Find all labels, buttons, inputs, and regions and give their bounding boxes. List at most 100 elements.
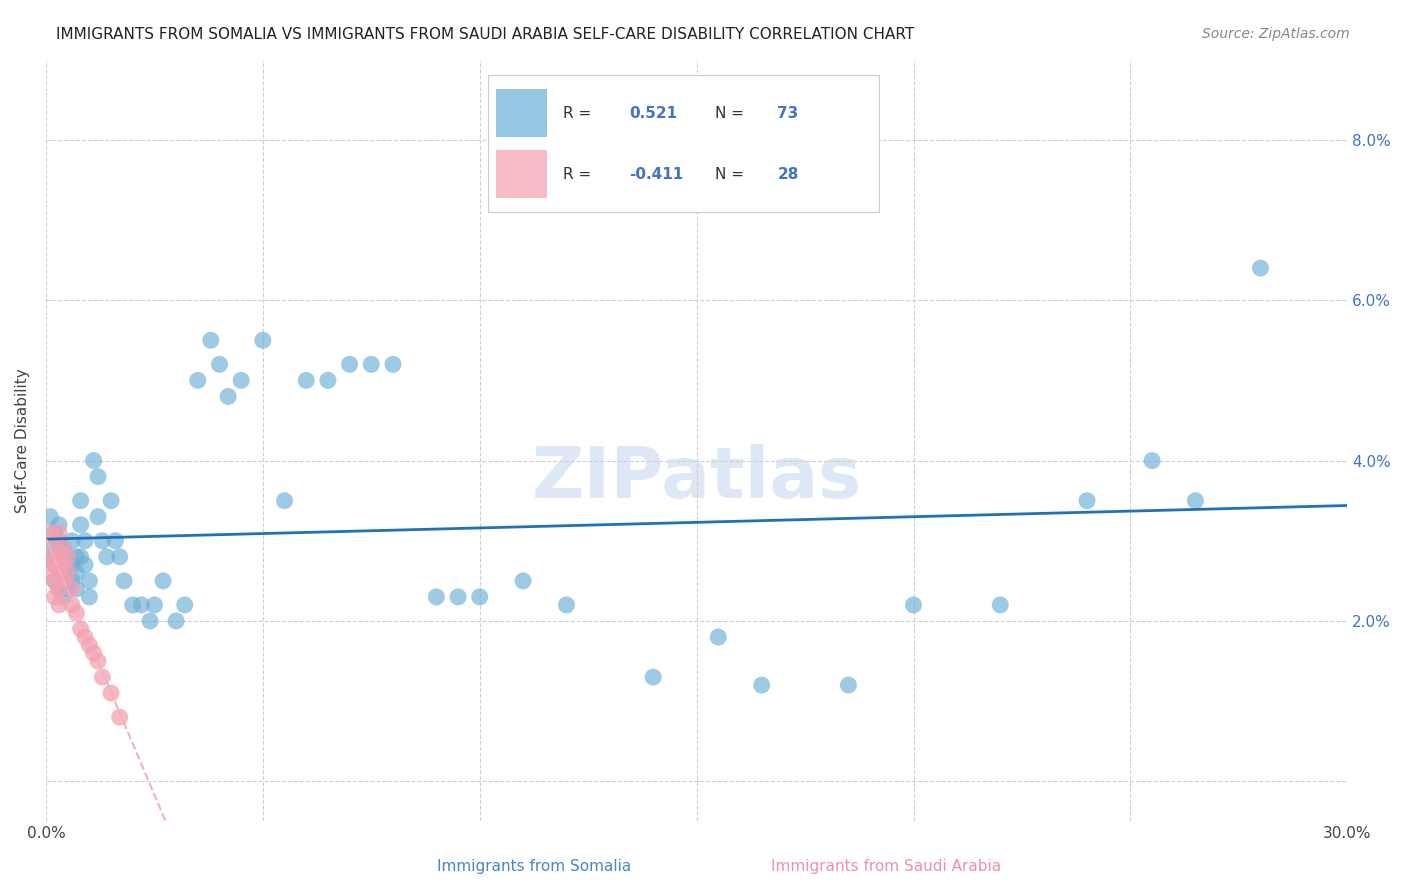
Point xyxy=(447,590,470,604)
Text: Immigrants from Saudi Arabia: Immigrants from Saudi Arabia xyxy=(770,859,1001,874)
Point xyxy=(339,357,361,371)
Point xyxy=(751,678,773,692)
Text: Immigrants from Somalia: Immigrants from Somalia xyxy=(437,859,631,874)
Point xyxy=(91,670,114,684)
Point xyxy=(295,373,318,387)
Point xyxy=(512,574,534,588)
Point xyxy=(69,517,91,532)
Point xyxy=(1140,453,1163,467)
Point xyxy=(112,574,135,588)
Point xyxy=(39,541,62,556)
Point xyxy=(44,533,66,548)
Point xyxy=(44,525,66,540)
Point xyxy=(65,606,87,620)
Point xyxy=(52,541,75,556)
Point xyxy=(79,590,101,604)
Point xyxy=(60,533,83,548)
Point xyxy=(60,582,83,596)
Point xyxy=(48,582,70,596)
Point xyxy=(56,566,79,580)
Point xyxy=(231,373,253,387)
Point xyxy=(83,646,105,660)
Point xyxy=(52,558,75,572)
Point xyxy=(73,533,96,548)
Text: Source: ZipAtlas.com: Source: ZipAtlas.com xyxy=(1202,27,1350,41)
Point xyxy=(1184,493,1206,508)
Point xyxy=(56,549,79,564)
Point xyxy=(69,622,91,636)
Point xyxy=(273,493,295,508)
Point xyxy=(44,549,66,564)
Point xyxy=(73,558,96,572)
Point xyxy=(555,598,578,612)
Point xyxy=(108,710,131,724)
Point xyxy=(52,558,75,572)
Point xyxy=(65,566,87,580)
Point xyxy=(48,533,70,548)
Point xyxy=(252,333,274,347)
Point xyxy=(91,533,114,548)
Point xyxy=(44,574,66,588)
Point xyxy=(39,566,62,580)
Point xyxy=(382,357,405,371)
Point xyxy=(79,574,101,588)
Point xyxy=(108,549,131,564)
Point xyxy=(316,373,339,387)
Point xyxy=(52,574,75,588)
Point xyxy=(165,614,187,628)
Point xyxy=(837,678,859,692)
Point xyxy=(48,549,70,564)
Point xyxy=(425,590,447,604)
Point xyxy=(131,598,153,612)
Point xyxy=(52,574,75,588)
Y-axis label: Self-Care Disability: Self-Care Disability xyxy=(15,368,30,513)
Point xyxy=(152,574,174,588)
Point xyxy=(56,582,79,596)
Point xyxy=(65,549,87,564)
Text: IMMIGRANTS FROM SOMALIA VS IMMIGRANTS FROM SAUDI ARABIA SELF-CARE DISABILITY COR: IMMIGRANTS FROM SOMALIA VS IMMIGRANTS FR… xyxy=(56,27,914,42)
Point xyxy=(60,598,83,612)
Text: ZIPatlas: ZIPatlas xyxy=(531,444,862,513)
Point xyxy=(69,549,91,564)
Point xyxy=(48,598,70,612)
Point xyxy=(139,614,162,628)
Point xyxy=(100,686,122,700)
Point xyxy=(187,373,209,387)
Point xyxy=(121,598,143,612)
Point xyxy=(100,493,122,508)
Point xyxy=(56,566,79,580)
Point xyxy=(44,558,66,572)
Point xyxy=(48,517,70,532)
Point xyxy=(87,509,110,524)
Point xyxy=(52,541,75,556)
Point xyxy=(143,598,166,612)
Point xyxy=(707,630,730,644)
Point xyxy=(60,574,83,588)
Point xyxy=(217,389,239,403)
Point xyxy=(48,566,70,580)
Point xyxy=(360,357,382,371)
Point xyxy=(87,469,110,483)
Point xyxy=(643,670,665,684)
Point xyxy=(44,590,66,604)
Point xyxy=(903,598,925,612)
Point xyxy=(173,598,195,612)
Point xyxy=(60,558,83,572)
Point xyxy=(1250,261,1272,276)
Point xyxy=(52,590,75,604)
Point xyxy=(69,493,91,508)
Point xyxy=(104,533,127,548)
Point xyxy=(56,549,79,564)
Point xyxy=(1076,493,1098,508)
Point xyxy=(39,525,62,540)
Point xyxy=(208,357,231,371)
Point xyxy=(44,558,66,572)
Point xyxy=(39,549,62,564)
Point xyxy=(48,525,70,540)
Point xyxy=(48,566,70,580)
Point xyxy=(79,638,101,652)
Point xyxy=(83,453,105,467)
Point xyxy=(96,549,118,564)
Point xyxy=(988,598,1011,612)
Point xyxy=(48,582,70,596)
